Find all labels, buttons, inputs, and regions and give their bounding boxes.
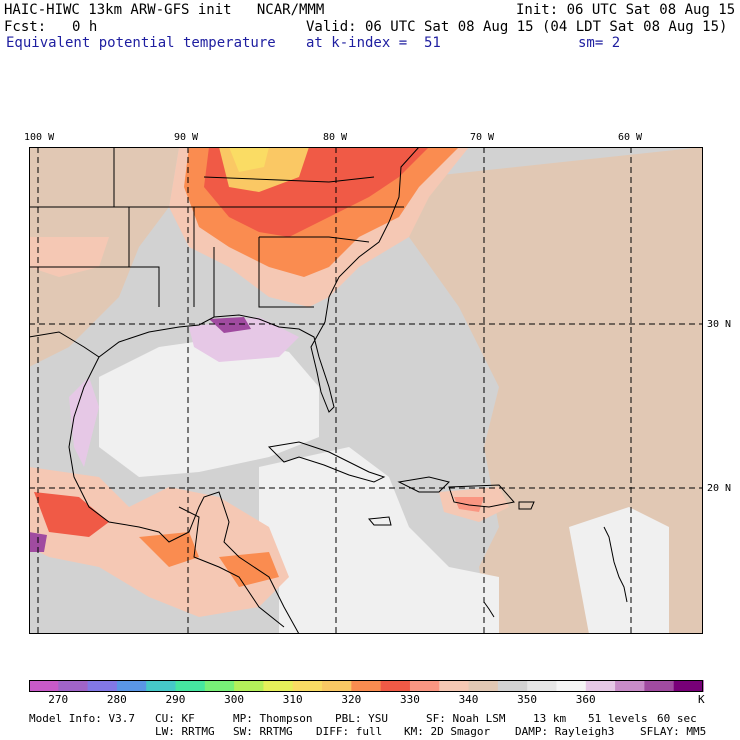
colorbar: [29, 680, 704, 692]
colorbar-swatch: [58, 680, 89, 692]
colorbar-swatch: [527, 680, 557, 692]
colorbar-swatch: [673, 680, 704, 692]
colorbar-swatch: [29, 680, 59, 692]
colorbar-swatch: [556, 680, 587, 692]
colorbar-tick-label: 300: [224, 693, 244, 706]
lat-label-20n: 20 N: [707, 483, 732, 494]
footer-sf: SF: Noah LSM: [426, 712, 506, 725]
smoothing-value: sm= 2: [578, 35, 621, 51]
footer-mp: MP: Thompson: [233, 712, 313, 725]
colorbar-swatch: [175, 680, 206, 692]
footer-sflay: SFLAY: MM5: [640, 725, 707, 738]
colorbar-swatch: [439, 680, 470, 692]
colorbar-swatch: [146, 680, 177, 692]
colorbar-swatch: [87, 680, 118, 692]
lon-label-80w: 80 W: [323, 132, 348, 143]
colorbar-swatch: [380, 680, 411, 692]
graticule: [29, 147, 703, 634]
colorbar-swatch: [409, 680, 440, 692]
colorbar-swatch: [644, 680, 675, 692]
colorbar-tick-label: 320: [341, 693, 362, 706]
colorbar-tick-label: 350: [517, 693, 538, 706]
valid-time: Valid: 06 UTC Sat 08 Aug 15 (04 LDT Sat …: [306, 19, 728, 35]
footer-diff: DIFF: full: [316, 725, 383, 738]
atlantic-tan-field: [329, 147, 703, 634]
colorbar-swatch: [116, 680, 147, 692]
lon-label-90w: 90 W: [174, 132, 199, 143]
colorbar-tick-label: 310: [282, 693, 303, 706]
forecast-hour: 0 h: [72, 19, 98, 35]
footer-resolution: 13 km: [533, 712, 567, 725]
footer-timestep: 60 sec: [657, 712, 697, 725]
lon-label-100w: 100 W: [24, 132, 55, 143]
colorbar-tick-label: 290: [165, 693, 186, 706]
field-name: Equivalent potential temperature: [6, 35, 276, 51]
init-time: Init: 06 UTC Sat 08 Aug 15: [516, 2, 736, 18]
colorbar-swatch: [351, 680, 382, 692]
colorbar-tick-row: 270 280 290 300 310 320 330 340 350 360: [0, 694, 740, 708]
colorbar-tick-label: 330: [399, 693, 420, 706]
map-frame: [29, 147, 703, 634]
colorbar-swatch: [468, 680, 499, 692]
colorbar-tick-label: 270: [48, 693, 69, 706]
mexico-warm-field: [29, 467, 289, 617]
colorbar-tick-label: 360: [575, 693, 596, 706]
colorbar-swatch: [263, 680, 294, 692]
lon-label-70w: 70 W: [470, 132, 495, 143]
lat-label-30n: 30 N: [707, 319, 732, 330]
model-title: HAIC-HIWC 13km ARW-GFS init NCAR/MMM: [4, 2, 325, 18]
coastlines: [29, 147, 628, 634]
colorbar-swatch: [497, 680, 528, 692]
footer-lw: LW: RRTMG: [155, 725, 215, 738]
gulf-white-field: [99, 337, 669, 634]
gulf-purple-field: [29, 317, 299, 552]
colorbar-unit: K: [698, 693, 705, 706]
level-index: at k-index = 51: [306, 35, 441, 51]
colorbar-swatch: [615, 680, 645, 692]
carolinas-warm-field: [169, 147, 469, 307]
colorbar-swatch: [234, 680, 264, 692]
footer-levels: 51 levels: [588, 712, 648, 725]
footer-model-info: Model Info: V3.7: [29, 712, 135, 725]
colorbar-tick-label: 340: [458, 693, 479, 706]
colorbar-swatch: [204, 680, 235, 692]
footer-damp: DAMP: Rayleigh3: [515, 725, 615, 738]
colorbar-frame: [29, 680, 703, 692]
colorbar-tick-label: 280: [106, 693, 127, 706]
footer-pbl: PBL: YSU: [335, 712, 388, 725]
footer-km: KM: 2D Smagor: [404, 725, 491, 738]
colorbar-swatch: [292, 680, 323, 692]
colorbar-swatch: [322, 680, 352, 692]
theta-e-map: [29, 147, 703, 634]
colorbar-swatch: [585, 680, 616, 692]
footer-sw: SW: RRTMG: [233, 725, 293, 738]
lon-label-60w: 60 W: [618, 132, 643, 143]
forecast-label: Fcst:: [4, 19, 47, 35]
footer-cu: CU: KF: [155, 712, 195, 725]
